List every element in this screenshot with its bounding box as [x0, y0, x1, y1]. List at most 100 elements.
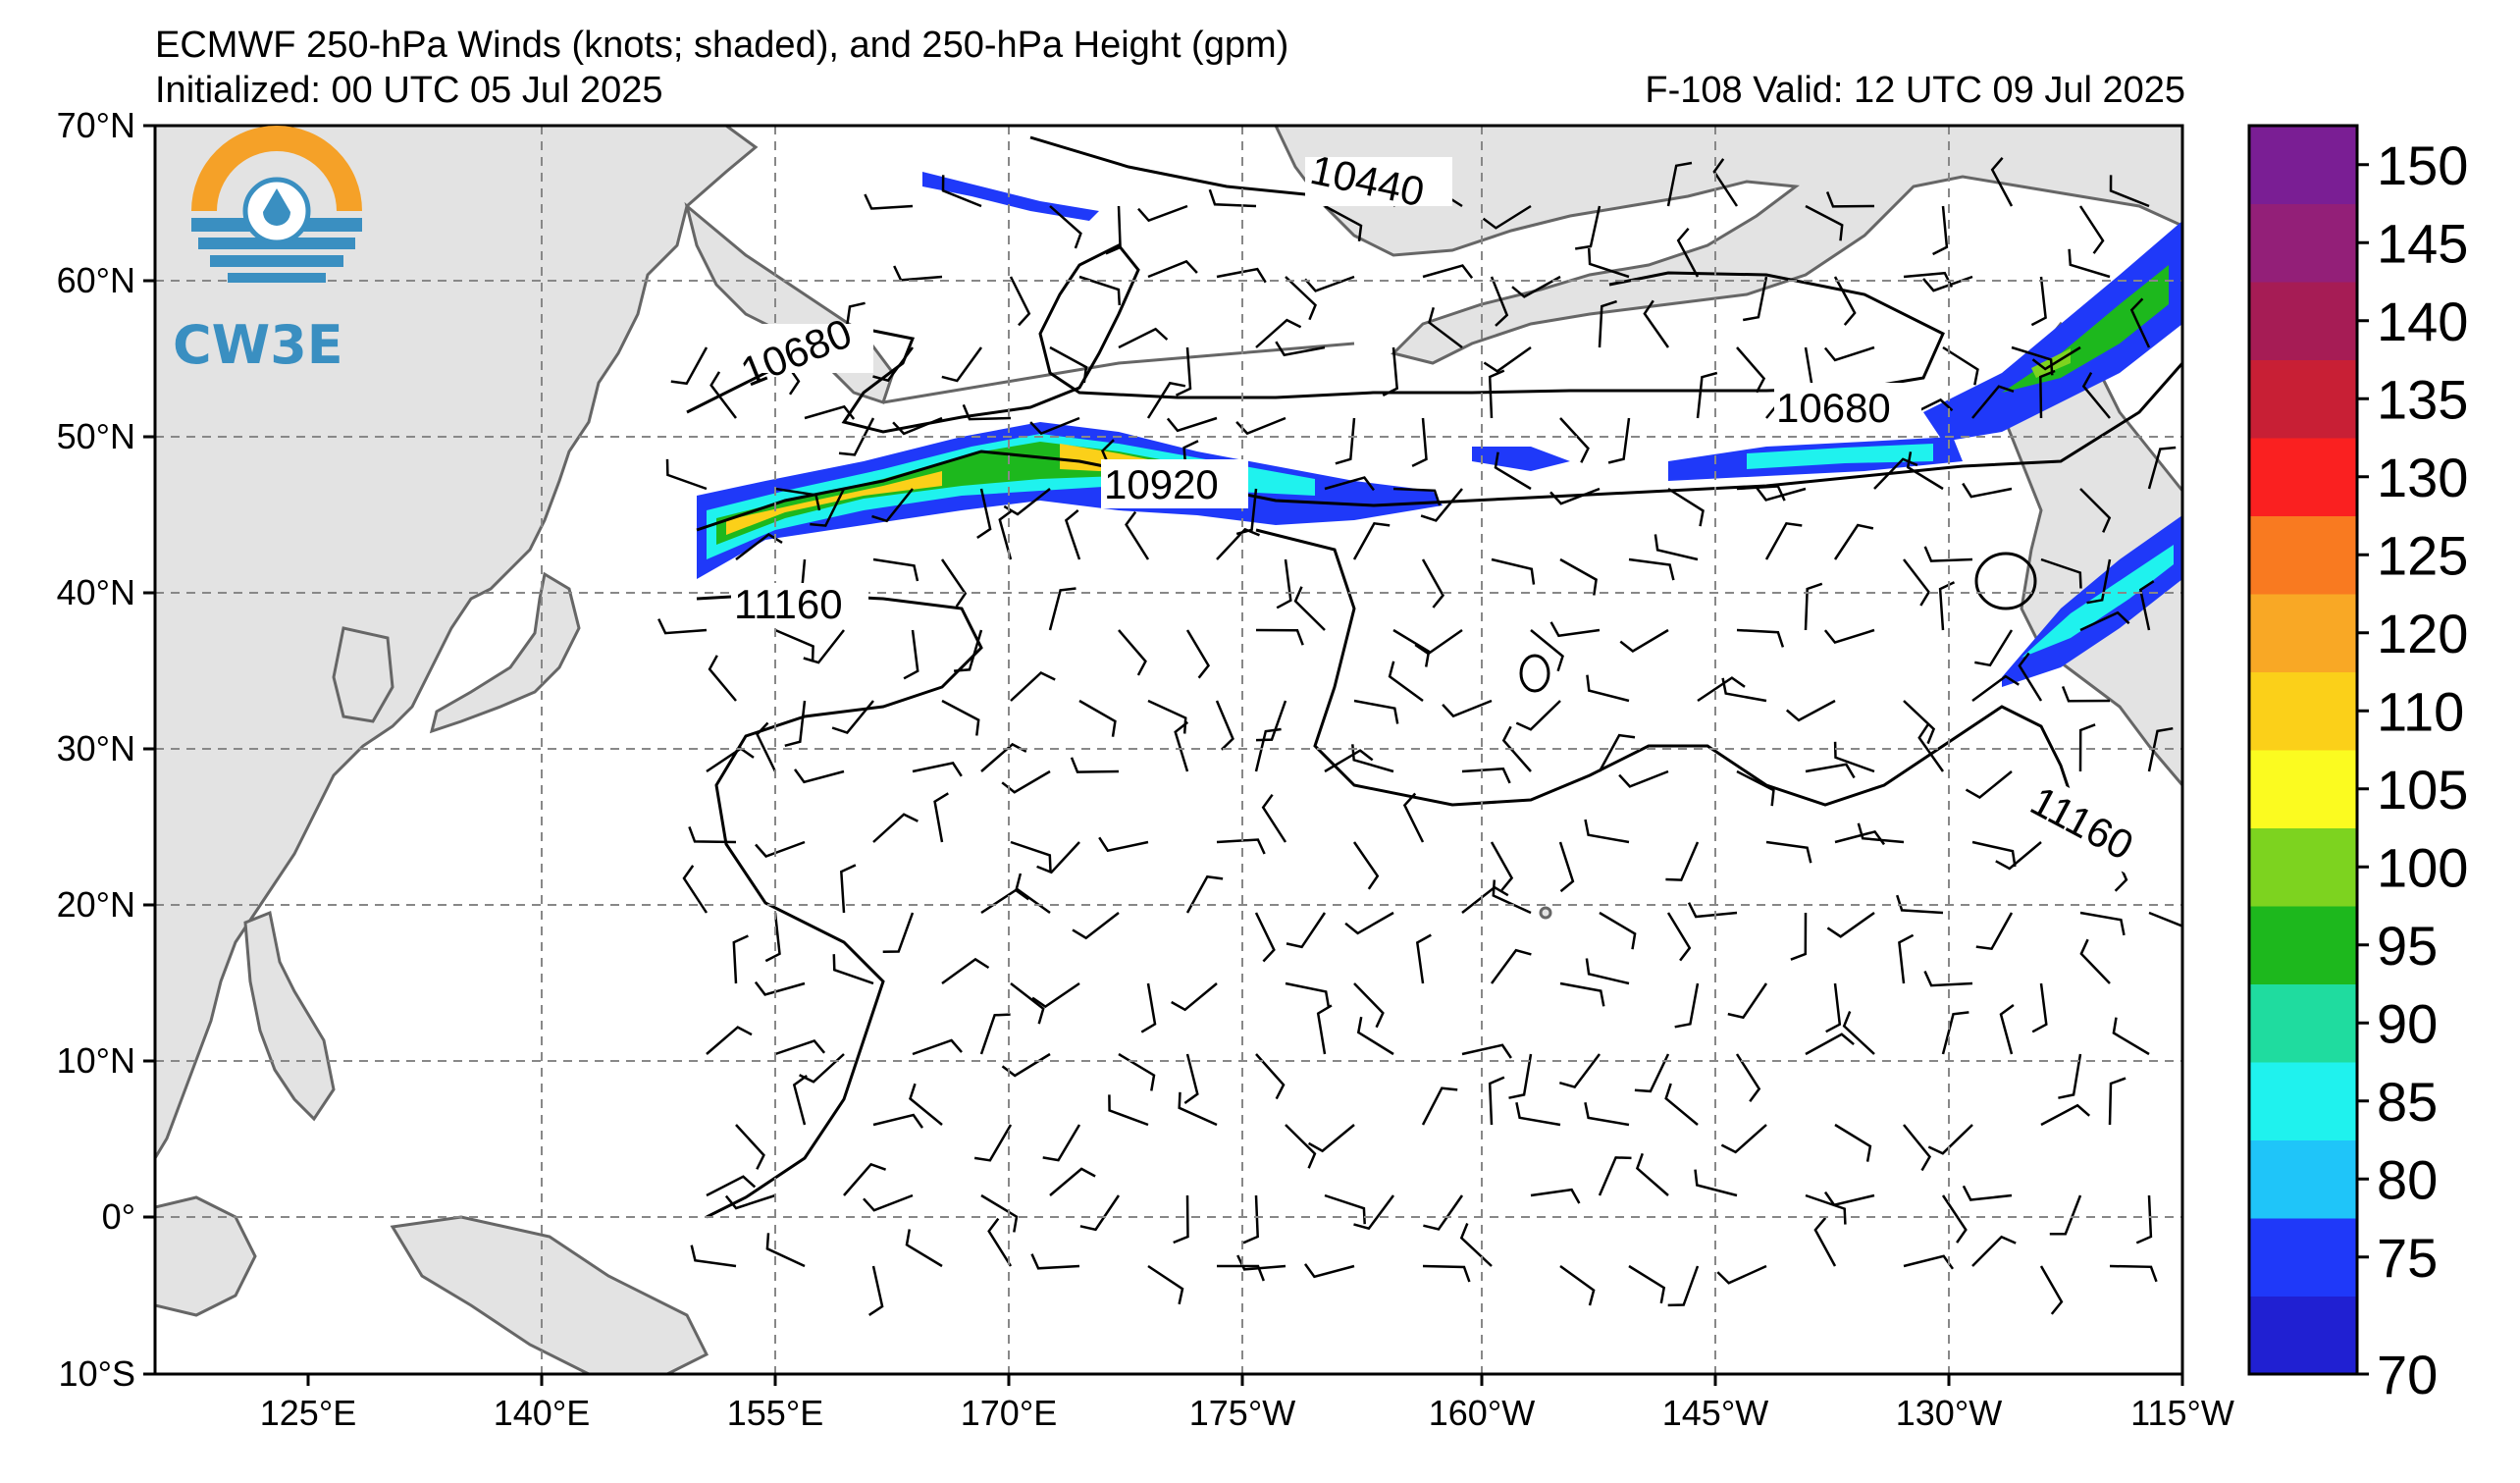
wind-barb	[912, 762, 963, 777]
wind-barb	[754, 980, 806, 996]
wind-barb	[784, 700, 807, 748]
colorbar-swatch	[2249, 671, 2357, 751]
wind-barb	[1721, 677, 1767, 703]
wind-barb	[1833, 276, 1857, 326]
droplet-shape	[263, 188, 290, 226]
wind-barb	[1072, 912, 1120, 940]
wind-barb	[1421, 1086, 1458, 1126]
wind-barb	[872, 346, 915, 383]
wind-barb	[933, 792, 949, 843]
wind-barb	[1147, 259, 1198, 279]
wind-barb	[735, 532, 783, 560]
wind-barb	[1666, 161, 1693, 207]
colorbar-label: 75	[2377, 1227, 2438, 1289]
wind-barb	[2079, 938, 2111, 984]
wind-barb	[962, 403, 1012, 421]
wind-barb	[1285, 981, 1331, 1008]
wind-barb	[1833, 741, 1875, 773]
lon-label: 160°W	[1429, 1393, 1535, 1433]
wind-barb	[1927, 1124, 1973, 1155]
wind-barb	[1286, 912, 1327, 949]
wind-barb	[1185, 629, 1211, 679]
wind-barb	[1235, 416, 1286, 436]
contour-11160-east	[1255, 528, 2122, 866]
wind-barb	[2040, 557, 2082, 589]
wind-barb	[1064, 508, 1081, 560]
colorbar-swatch	[2249, 594, 2357, 672]
colorbar-label: 140	[2377, 291, 2468, 352]
colorbar-swatch	[2249, 983, 2357, 1063]
wind-barb	[1558, 841, 1575, 893]
wind-barb	[2011, 345, 2054, 376]
wind-barb	[892, 416, 943, 436]
wind-barb	[1666, 912, 1692, 962]
wind-barb	[1118, 629, 1147, 676]
wind-barb	[1392, 628, 1431, 667]
wind-barb	[1049, 345, 1088, 384]
wind-barb	[1941, 1194, 1968, 1244]
wind-barb	[755, 840, 806, 858]
wind-barb	[1511, 275, 1561, 298]
wind-barb	[706, 1026, 753, 1055]
jet-streak-canada	[1923, 221, 2182, 442]
lat-label: 60°N	[57, 260, 135, 300]
wind-barb	[1971, 1235, 2017, 1267]
wind-barb	[804, 404, 856, 420]
wind-barb	[764, 912, 781, 963]
wind-barb	[1352, 841, 1380, 890]
wind-barb	[688, 825, 737, 844]
philippines-land	[243, 910, 336, 1122]
wind-barb	[1307, 1124, 1355, 1153]
wind-barb	[1755, 486, 1807, 502]
wind-barb	[1805, 204, 1844, 241]
wind-barb	[1079, 1194, 1121, 1232]
wind-barb	[665, 458, 708, 491]
wind-barb	[1140, 982, 1157, 1033]
wind-barb	[1618, 769, 1669, 788]
wind-barb	[1962, 1185, 2013, 1201]
wind-barb	[998, 508, 1014, 560]
wind-barb	[1903, 271, 1954, 289]
wind-barb	[1842, 1011, 1875, 1055]
colorbar-label: 90	[2377, 992, 2438, 1054]
wind-barb	[1619, 628, 1669, 654]
wind-barb	[1584, 1101, 1630, 1127]
wind-barb	[1995, 841, 2042, 871]
wind-barb	[1857, 822, 1905, 844]
colorbar-label: 145	[2377, 212, 2468, 274]
wind-barb	[1974, 629, 2014, 667]
wind-barb	[1216, 838, 1266, 855]
wind-barb	[1643, 299, 1670, 348]
wind-barb	[793, 768, 845, 784]
wind-barb	[1559, 981, 1605, 1007]
wind-barb	[1171, 982, 1218, 1012]
wind-barb	[1147, 1264, 1184, 1305]
wind-barb	[1335, 417, 1356, 465]
jet-streak-west	[697, 422, 1443, 579]
lat-label: 50°N	[57, 416, 135, 456]
wind-barb	[1635, 1152, 1669, 1196]
wind-barb	[1712, 158, 1739, 207]
colorbar-label: 95	[2377, 915, 2438, 977]
wind-barb	[1137, 204, 1188, 223]
wind-barb	[1727, 982, 1768, 1020]
wind-barb	[1009, 276, 1031, 327]
wind-barb	[1183, 1053, 1199, 1105]
wind-barb	[690, 1245, 737, 1268]
wind-barb	[864, 193, 914, 210]
lon-label: 145°W	[1662, 1393, 1768, 1433]
wind-barb	[1166, 416, 1218, 433]
wind-barb	[2148, 911, 2182, 927]
wind-barb	[1461, 767, 1511, 784]
lat-label: 10°N	[57, 1040, 135, 1081]
colorbar-swatch	[2249, 827, 2357, 907]
aleutian-islands	[882, 342, 1355, 404]
wind-barb	[1490, 841, 1514, 891]
valid-time: F-108 Valid: 12 UTC 09 Jul 2025	[1645, 70, 2185, 111]
wind-barb	[941, 699, 980, 736]
wind-barb	[1402, 792, 1425, 843]
gridlines	[155, 126, 2182, 1374]
wind-barb	[1483, 345, 1532, 373]
wind-barb	[1598, 1156, 1632, 1196]
